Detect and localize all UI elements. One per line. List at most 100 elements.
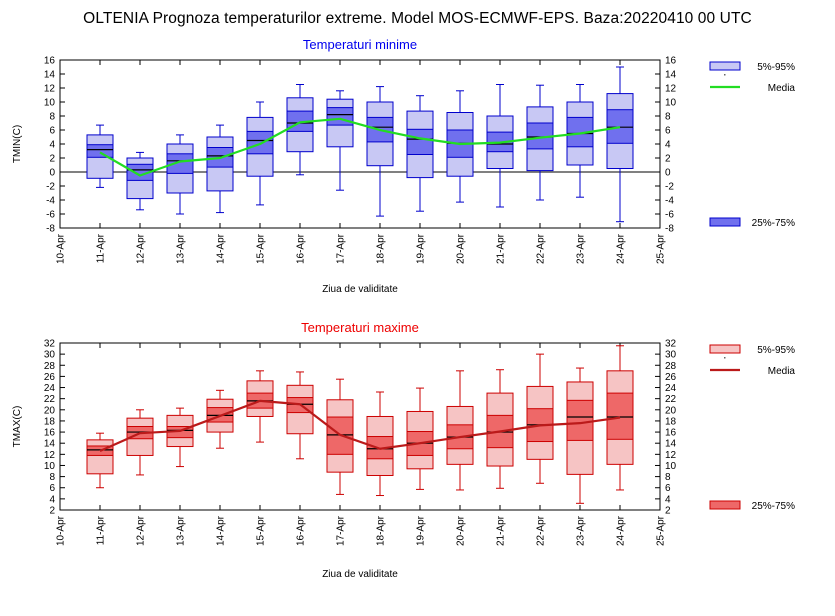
tmax-legend-mean-label: Media — [768, 366, 796, 377]
tmax-ytick-label-right: 12 — [665, 450, 677, 461]
tmin-ytick-label-left: 14 — [44, 70, 56, 81]
tmax-ytick-label-left: 2 — [49, 506, 55, 517]
tmin-xtick-label: 13-Apr — [176, 233, 187, 264]
tmin-ytick-label-right: 4 — [665, 140, 671, 151]
tmax-box-25-75 — [566, 399, 594, 441]
tmax-mean-line — [99, 399, 621, 452]
tmax-xtick-label: 23-Apr — [576, 515, 587, 546]
tmax-box-25-75 — [606, 392, 634, 440]
tmax-chart: Temperaturi maxime TMAX(C) Ziua de validit… — [12, 320, 795, 580]
tmin-xtick-label: 12-Apr — [136, 233, 147, 264]
tmax-ytick-label-right: 8 — [665, 472, 671, 483]
tmin-xtick-label: 18-Apr — [376, 233, 387, 264]
tmin-xtick-label: 17-Apr — [336, 233, 347, 264]
tmax-xtick-label: 19-Apr — [416, 515, 427, 546]
tmin-xtick-label: 21-Apr — [496, 233, 507, 264]
tmax-ytick-label-right: 4 — [665, 494, 671, 505]
tmin-legend-dot — [724, 74, 726, 76]
tmax-ytick-label-left: 16 — [44, 428, 56, 439]
tmax-xtick-label: 14-Apr — [216, 515, 227, 546]
tmax-ytick-label-left: 24 — [44, 383, 56, 394]
tmin-x-axis-label: Ziua de validitate — [322, 284, 398, 295]
tmin-ytick-label-right: 8 — [665, 112, 671, 123]
tmin-legend-mean-label: Media — [768, 83, 796, 94]
tmax-ytick-label-right: 28 — [665, 361, 677, 372]
tmax-ytick-label-right: 32 — [665, 339, 677, 350]
tmax-ytick-label-right: 20 — [665, 405, 677, 416]
tmin-box-25-75 — [126, 163, 154, 181]
tmax-ytick-label-right: 16 — [665, 428, 677, 439]
tmax-ytick-label-left: 26 — [44, 372, 56, 383]
tmin-chart-title: Temperaturi minime — [303, 37, 417, 52]
tmax-ytick-label-left: 32 — [44, 339, 56, 350]
tmin-box-25-75 — [566, 116, 594, 148]
tmax-legend-inner-label: 25%-75% — [752, 501, 795, 512]
tmax-legend-outer-label: 5%-95% — [757, 345, 795, 356]
tmin-ytick-label-left: 0 — [49, 168, 55, 179]
tmin-ytick-label-left: 16 — [44, 56, 56, 67]
tmin-xtick-label: 16-Apr — [296, 233, 307, 264]
tmin-ytick-label-right: 12 — [665, 84, 677, 95]
tmax-ytick-label-left: 22 — [44, 394, 56, 405]
tmax-ytick-label-right: 18 — [665, 416, 677, 427]
tmax-x-axis-label: Ziua de validitate — [322, 569, 398, 580]
tmin-legend-inner-swatch — [709, 217, 741, 227]
tmin-legend-outer-label: 5%-95% — [757, 62, 795, 73]
tmin-ytick-label-left: 6 — [49, 126, 55, 137]
tmax-xtick-label: 24-Apr — [616, 515, 627, 546]
tmax-xtick-label: 22-Apr — [536, 515, 547, 546]
tmax-chart-title: Temperaturi maxime — [301, 320, 419, 335]
tmin-box-25-75 — [246, 130, 274, 155]
tmax-xtick-label: 12-Apr — [136, 515, 147, 546]
tmin-xtick-label: 24-Apr — [616, 233, 627, 264]
tmax-ytick-label-right: 10 — [665, 461, 677, 472]
tmax-ytick-label-left: 30 — [44, 350, 56, 361]
tmax-legend-outer-swatch — [709, 344, 741, 354]
tmax-ytick-label-left: 14 — [44, 439, 56, 450]
tmin-ytick-label-left: 4 — [49, 140, 55, 151]
tmin-xtick-label: 11-Apr — [96, 233, 107, 263]
tmax-ytick-label-left: 6 — [49, 483, 55, 494]
tmax-xtick-label: 17-Apr — [336, 515, 347, 546]
tmin-ytick-label-left: -4 — [46, 196, 55, 207]
tmin-ytick-label-right: -8 — [665, 224, 674, 235]
tmin-xtick-label: 20-Apr — [456, 233, 467, 264]
tmax-xtick-label: 13-Apr — [176, 515, 187, 546]
tmax-xtick-label: 20-Apr — [456, 515, 467, 546]
tmax-ytick-label-left: 28 — [44, 361, 56, 372]
tmax-xtick-label: 18-Apr — [376, 515, 387, 546]
tmin-box-25-75 — [606, 109, 634, 144]
tmax-box-5-95 — [86, 439, 114, 475]
tmin-ytick-label-left: -8 — [46, 224, 55, 235]
tmin-ytick-label-left: 8 — [49, 112, 55, 123]
tmax-legend-inner-swatch — [709, 500, 741, 510]
tmin-ytick-label-right: -6 — [665, 210, 674, 221]
tmin-ytick-label-right: 6 — [665, 126, 671, 137]
tmax-ytick-label-left: 20 — [44, 405, 56, 416]
tmax-xtick-label: 25-Apr — [656, 515, 667, 546]
tmin-ytick-label-left: 2 — [49, 154, 55, 165]
tmin-xtick-label: 15-Apr — [256, 233, 267, 264]
tmax-ytick-label-left: 10 — [44, 461, 56, 472]
tmin-ytick-label-right: 10 — [665, 98, 677, 109]
tmin-ytick-label-right: -2 — [665, 182, 674, 193]
tmax-plot-frame — [59, 342, 661, 511]
tmax-ytick-label-left: 4 — [49, 494, 55, 505]
tmin-legend-inner-label: 25%-75% — [752, 218, 795, 229]
tmin-ytick-label-left: -6 — [46, 210, 55, 221]
tmax-ytick-label-left: 18 — [44, 416, 56, 427]
tmax-xtick-label: 11-Apr — [96, 515, 107, 545]
tmax-ytick-label-right: 26 — [665, 372, 677, 383]
tmin-ytick-label-right: 14 — [665, 70, 677, 81]
tmin-xtick-label: 14-Apr — [216, 233, 227, 264]
tmax-ytick-label-right: 2 — [665, 506, 671, 517]
tmin-mean-line — [99, 117, 621, 177]
tmax-ytick-label-right: 24 — [665, 383, 677, 394]
tmin-xtick-label: 25-Apr — [656, 233, 667, 264]
tmin-ytick-label-right: 2 — [665, 154, 671, 165]
tmin-ytick-label-right: 16 — [665, 56, 677, 67]
tmax-legend-dot — [724, 357, 726, 359]
tmin-y-axis-label: TMIN(C) — [12, 125, 23, 163]
tmax-xtick-label: 21-Apr — [496, 515, 507, 546]
